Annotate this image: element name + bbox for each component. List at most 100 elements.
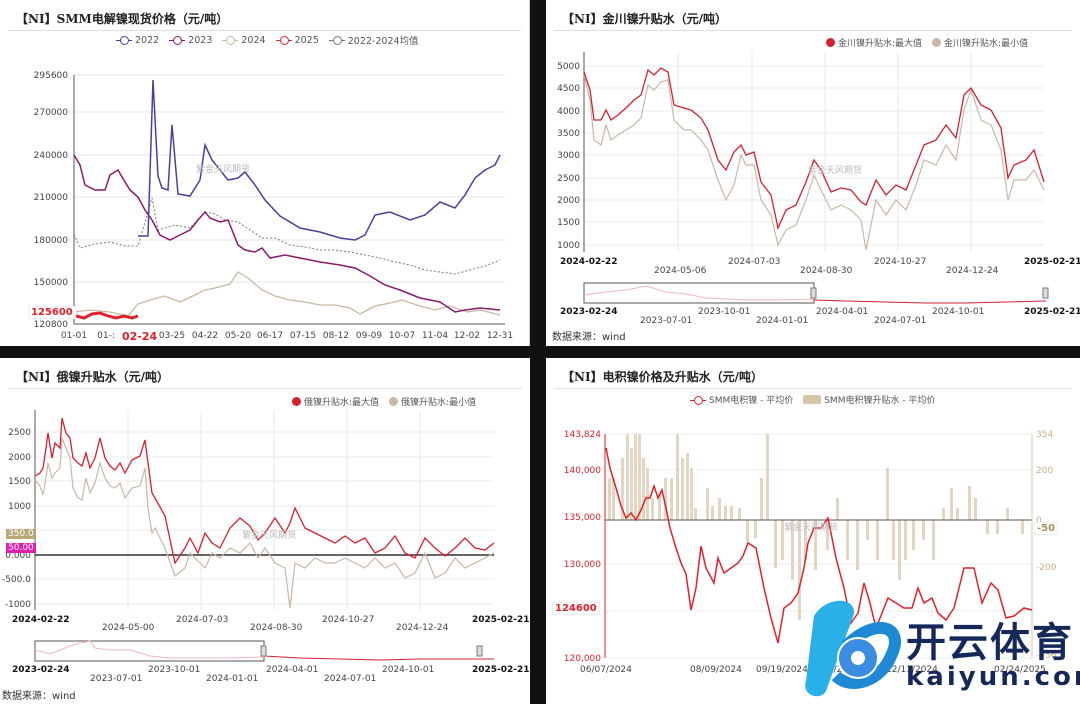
svg-text:2023-02-24: 2023-02-24 [12, 665, 70, 675]
svg-text:1000: 1000 [557, 241, 580, 251]
navigator-handle-left[interactable] [260, 645, 267, 657]
svg-text:10-07: 10-07 [389, 331, 415, 341]
legend-dot-icon [292, 397, 301, 406]
data-source: 数据来源：wind [552, 332, 626, 343]
legend-marker-icon [116, 35, 132, 45]
svg-text:12-02: 12-02 [454, 331, 480, 341]
svg-text:1000: 1000 [8, 502, 31, 512]
navigator-handle-right[interactable] [476, 645, 483, 657]
kaiyun-logo-overlay: 开云体育 kaiyun.com [796, 596, 1080, 704]
svg-text:11-04: 11-04 [422, 331, 448, 341]
current-date-badge: 02-24 [120, 330, 160, 343]
russian-title: 【NI】俄镍升贴水（元/吨） [16, 370, 169, 384]
svg-text:120,000: 120,000 [564, 654, 601, 664]
svg-text:2024-07-01: 2024-07-01 [874, 316, 926, 326]
svg-text:01-01: 01-01 [61, 331, 87, 341]
legend-item-2022[interactable]: 2022 [116, 35, 159, 46]
svg-text:09/19/2024: 09/19/2024 [756, 665, 808, 675]
watermark-text: 紫金天风期货 [196, 163, 250, 175]
jinchuan-title: 【NI】金川镍升贴水（元/吨） [562, 12, 727, 26]
svg-text:270000: 270000 [34, 108, 69, 118]
legend-box-icon [803, 395, 822, 404]
svg-text:1500: 1500 [557, 218, 580, 228]
svg-text:135,000: 135,000 [564, 513, 601, 523]
svg-text:2024-10-01: 2024-10-01 [382, 665, 434, 675]
svg-text:2024-10-01: 2024-10-01 [932, 307, 984, 317]
svg-text:06/07/2024: 06/07/2024 [580, 665, 632, 675]
svg-text:2024-07-01: 2024-07-01 [324, 674, 376, 684]
svg-text:2024-08-30: 2024-08-30 [250, 623, 303, 633]
svg-text:2500: 2500 [557, 174, 580, 184]
legend-item-max[interactable]: 俄镍升贴水:最大值 [292, 395, 379, 408]
svg-text:2000: 2000 [8, 453, 31, 463]
legend-item-2025[interactable]: 2025 [275, 35, 319, 46]
title-divider [554, 388, 1072, 389]
navigator-handle-right[interactable] [1042, 287, 1049, 299]
svg-text:2024-01-01: 2024-01-01 [756, 316, 808, 326]
legend-marker-icon [169, 35, 186, 45]
svg-text:2023-07-01: 2023-07-01 [90, 674, 142, 684]
svg-text:01-:: 01-: [97, 331, 115, 341]
svg-text:-200: -200 [1036, 563, 1057, 573]
svg-text:08-12: 08-12 [323, 331, 349, 341]
svg-text:2023-02-24: 2023-02-24 [560, 307, 618, 317]
kaiyun-logo-icon [805, 600, 901, 697]
svg-text:03-25: 03-25 [159, 331, 185, 341]
legend-item-price[interactable]: SMM电积镍 - 平均价 [690, 393, 793, 406]
svg-text:2024-12-24: 2024-12-24 [946, 266, 999, 276]
spot-price-panel: 【NI】SMM电解镍现货价格（元/吨） 2022 2023 2024 2025 … [0, 0, 530, 346]
legend-item-premium[interactable]: SMM电积镍升贴水 - 平均价 [803, 393, 935, 406]
jinchuan-legend: 金川镍升贴水:最大值 金川镍升贴水:最小值 [826, 36, 1028, 49]
svg-text:200: 200 [1036, 466, 1053, 476]
svg-text:2023-10-01: 2023-10-01 [698, 307, 750, 317]
title-divider [554, 30, 1072, 31]
spot-price-chart: 295600 270000 240000 210000 180000 150000 12… [34, 71, 513, 341]
svg-text:2024-05-06: 2024-05-06 [654, 266, 707, 276]
svg-text:09-09: 09-09 [356, 331, 382, 341]
svg-text:-556: -556 [1036, 651, 1057, 661]
premium-bars [608, 434, 1024, 620]
cathode-chart: 143,824 140,000 135,000 130,000 120,000 35… [564, 430, 1057, 675]
svg-text:04-22: 04-22 [192, 331, 218, 341]
logo-cn-text: 开云体育 [906, 620, 1074, 666]
upper-value-badge: 350.0 [6, 529, 36, 539]
svg-text:2024-04-01: 2024-04-01 [816, 307, 868, 317]
svg-text:2025-02-21: 2025-02-21 [472, 665, 530, 675]
watermark-text: 紫金天风期货 [808, 164, 862, 176]
svg-text:5000: 5000 [557, 62, 580, 72]
current-price-badge: 124600 [552, 602, 600, 615]
svg-text:3000: 3000 [557, 151, 580, 161]
legend-item-2023[interactable]: 2023 [169, 35, 212, 46]
watermark-text: 紫金天风期货 [242, 529, 296, 541]
svg-text:07-15: 07-15 [290, 331, 316, 341]
lower-value-badge: 50.00 [6, 543, 36, 553]
svg-text:2024-01-01: 2024-01-01 [206, 674, 258, 684]
svg-text:0: 0 [1036, 516, 1042, 526]
svg-text:1500: 1500 [8, 477, 31, 487]
svg-text:354: 354 [1036, 430, 1053, 440]
cathode-legend: SMM电积镍 - 平均价 SMM电积镍升贴水 - 平均价 [690, 393, 935, 406]
svg-text:4500: 4500 [557, 84, 580, 94]
legend-item-average[interactable]: 2022-2024均值 [328, 33, 419, 47]
svg-text:08/09/2024: 08/09/2024 [690, 665, 742, 675]
jinchuan-premium-panel: 【NI】金川镍升贴水（元/吨） 金川镍升贴水:最大值 金川镍升贴水:最小值 50… [546, 0, 1080, 346]
legend-item-min[interactable]: 金川镍升贴水:最小值 [932, 36, 1028, 49]
legend-marker-icon [275, 35, 292, 45]
svg-text:2024-02-22: 2024-02-22 [12, 615, 70, 625]
title-divider [8, 30, 521, 31]
legend-item-2024[interactable]: 2024 [222, 35, 266, 46]
svg-text:210000: 210000 [34, 193, 69, 203]
spot-price-legend: 2022 2023 2024 2025 2022-2024均值 [116, 33, 419, 47]
svg-text:120800: 120800 [34, 320, 69, 330]
legend-dot-icon [389, 397, 399, 406]
current-price-badge: 125600 [28, 306, 76, 319]
russian-chart: 2500 2000 1500 1000 0.000 -500.0 -1000 紫金天风期货… [2, 410, 530, 684]
legend-item-min[interactable]: 俄镍升贴水:最小值 [389, 395, 476, 408]
svg-text:06-17: 06-17 [257, 331, 283, 341]
legend-item-max[interactable]: 金川镍升贴水:最大值 [826, 36, 922, 49]
svg-text:-1000: -1000 [5, 600, 31, 610]
svg-text:2023-10-01: 2023-10-01 [148, 665, 200, 675]
navigator-handle-left[interactable] [810, 287, 817, 299]
svg-text:180000: 180000 [34, 236, 69, 246]
svg-text:0.000: 0.000 [5, 551, 31, 561]
